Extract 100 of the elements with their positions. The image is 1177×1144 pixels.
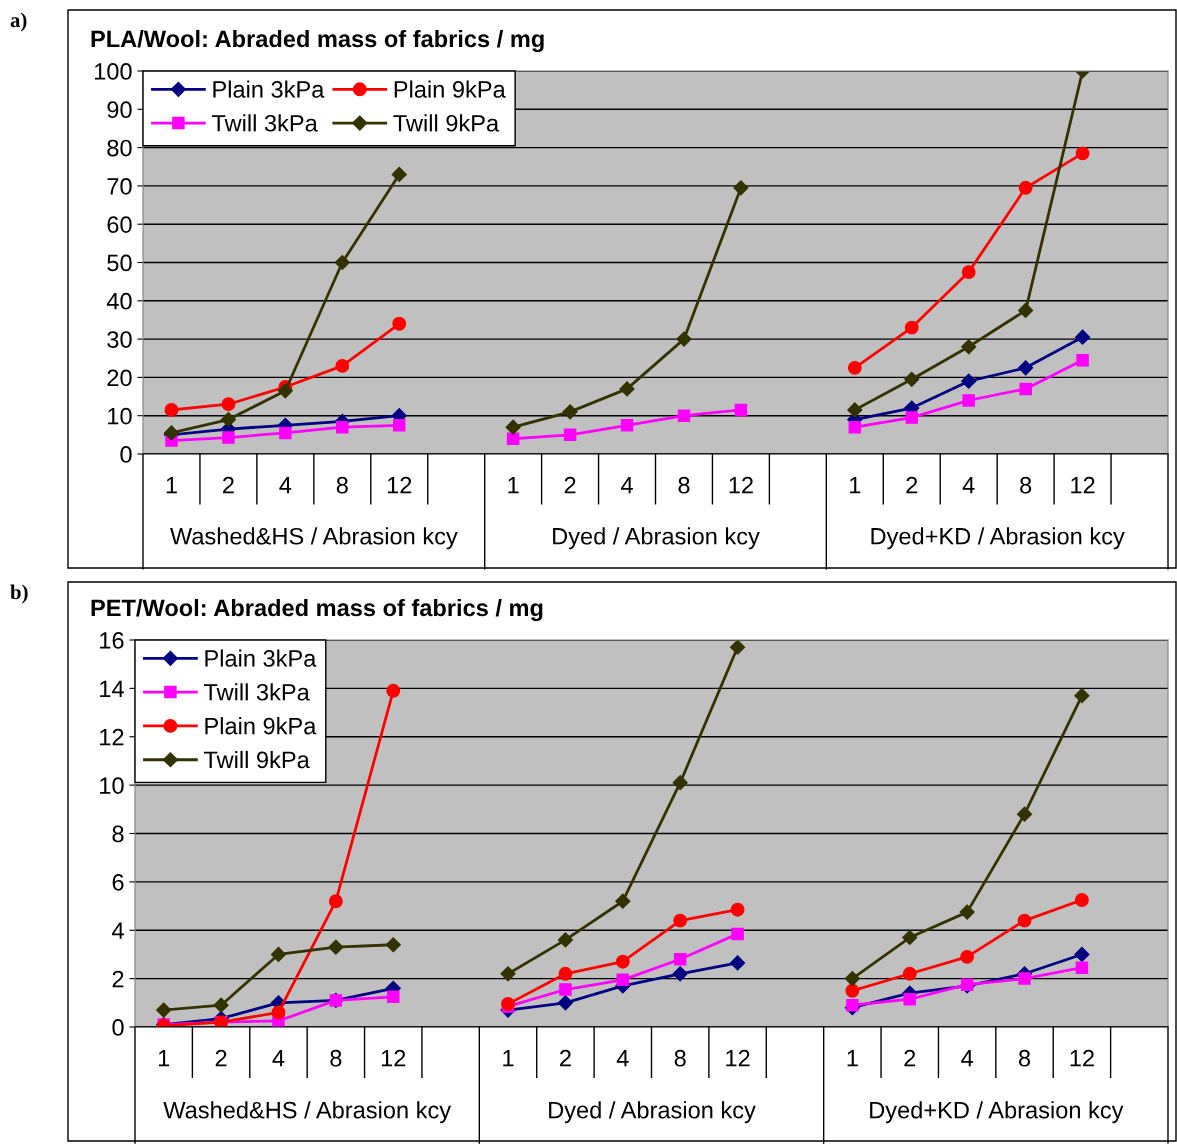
point (672, 966, 688, 982)
point (673, 913, 688, 928)
y-tick-label: 10 (100, 777, 124, 794)
y-tick-label: 90 (107, 101, 132, 119)
point (1076, 353, 1089, 367)
text: Dyed+KD / Abrasion kcy (871, 527, 1125, 550)
point (335, 358, 350, 373)
point (392, 419, 406, 432)
legend-label: Plain 9kPa (205, 717, 317, 735)
point (1017, 913, 1032, 928)
point (385, 937, 401, 953)
point (846, 998, 859, 1012)
legend-label: Plain 3kPa (205, 649, 317, 667)
point (391, 166, 407, 182)
x-tick-label: 8 (1018, 1049, 1031, 1067)
point (392, 316, 407, 331)
point (220, 411, 236, 428)
point (506, 432, 520, 445)
x-tick-label: 1 (850, 477, 861, 494)
x-tick-label: 2 (564, 476, 576, 494)
point (619, 381, 635, 397)
point (277, 383, 293, 399)
point (672, 775, 688, 791)
point (328, 939, 344, 955)
y-tick-label: 2 (112, 970, 124, 988)
x-tick-label: 2 (223, 476, 234, 494)
point (903, 992, 917, 1006)
x-tick-label: 2 (904, 1049, 916, 1067)
point (673, 953, 687, 966)
y-tick-label: 20 (107, 369, 132, 387)
point (620, 419, 634, 432)
x-tick-label: 8 (336, 476, 348, 494)
point (328, 894, 343, 909)
x-tick-label: 12 (1071, 476, 1095, 494)
point (677, 409, 691, 422)
y-tick-label: 80 (107, 139, 132, 157)
x-tick-label: 1 (503, 1050, 514, 1067)
point (904, 371, 920, 387)
point (279, 426, 292, 440)
point (557, 932, 573, 948)
point (270, 946, 287, 963)
point (1018, 180, 1033, 195)
point (563, 428, 577, 442)
point (1074, 688, 1090, 704)
chart-title: PET/Wool: Abraded mass of fabrics / mg (91, 598, 543, 622)
text: a) (10, 12, 27, 32)
point (676, 331, 692, 347)
y-tick-label: 40 (106, 292, 132, 310)
point (730, 902, 745, 917)
y-tick-label: 0 (120, 446, 132, 463)
point (730, 955, 746, 971)
x-tick-label: 12 (729, 476, 753, 494)
legend-label: Twill 9kPa (393, 114, 500, 132)
point (962, 394, 975, 407)
legend-label: Plain 9kPa (394, 80, 506, 98)
point (845, 983, 860, 998)
point (562, 404, 578, 420)
y-tick-label: 8 (112, 825, 124, 843)
point (213, 997, 229, 1013)
text: Washed&HS / Abrasion kcy (163, 1101, 452, 1124)
point (386, 990, 400, 1004)
x-tick-label: 4 (961, 1050, 974, 1067)
x-tick-label: 4 (621, 477, 633, 494)
point (731, 927, 744, 941)
x-tick-label: 8 (678, 476, 690, 494)
x-tick-label: 4 (279, 477, 292, 494)
legend-label: Twill 3kPa (212, 114, 318, 132)
point (905, 411, 919, 424)
y-tick-label: 70 (107, 177, 132, 195)
text: Dyed / Abrasion kcy (549, 1101, 756, 1124)
y-tick-label: 16 (100, 632, 124, 649)
point (959, 904, 975, 920)
point (164, 403, 179, 417)
point (961, 265, 976, 280)
legend-label: Twill 3kPa (204, 683, 310, 701)
chart-title: PLA/Wool: Abraded mass of fabrics / mg (91, 29, 544, 53)
y-tick-label: 6 (112, 873, 124, 891)
point (505, 419, 521, 435)
legend-label: Plain 3kPa (213, 80, 325, 98)
point (960, 949, 975, 964)
point (1075, 329, 1091, 345)
point (222, 431, 235, 444)
y-tick-label: 0 (112, 1019, 124, 1036)
point (1074, 946, 1090, 963)
point (902, 929, 918, 946)
y-tick-label: 12 (100, 728, 124, 746)
x-tick-label: 2 (906, 476, 918, 494)
x-tick-label: 8 (1020, 476, 1032, 494)
x-tick-label: 1 (508, 477, 519, 494)
point (221, 397, 236, 412)
y-tick-label: 10 (108, 407, 132, 425)
point (271, 1005, 286, 1020)
point (1016, 806, 1033, 822)
point (961, 339, 977, 355)
x-tick-label: 2 (560, 1049, 571, 1067)
point (616, 973, 630, 987)
x-tick-label: 12 (726, 1049, 750, 1067)
legend-label: Twill 9kPa (204, 750, 310, 769)
y-tick-label: 50 (107, 254, 132, 272)
x-tick-label: 1 (158, 1050, 170, 1067)
